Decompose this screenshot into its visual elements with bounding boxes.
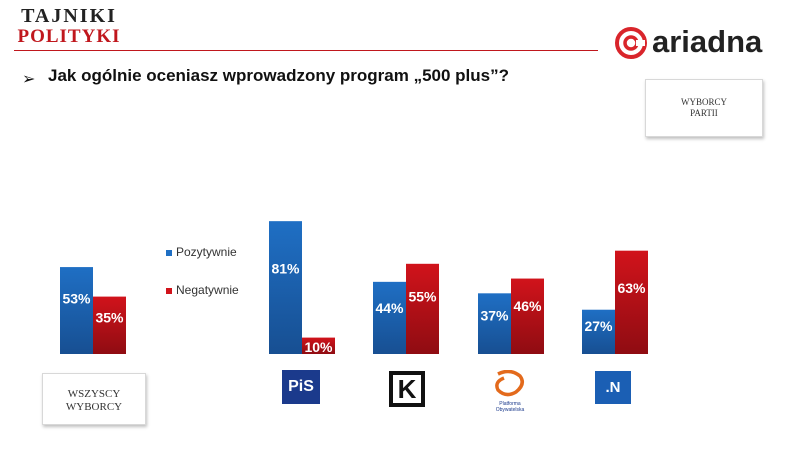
all-voters-line1: WSZYSCY: [67, 388, 121, 400]
party-voters-box: WYBORCY PARTII: [645, 79, 763, 137]
question-title: Jak ogólnie oceniasz wprowadzony program…: [48, 66, 509, 85]
value-label-negative-0: 35%: [95, 310, 124, 326]
party-voters-line1: WYBORCY: [680, 97, 727, 107]
po-logo-line1: Platforma: [499, 401, 521, 407]
value-label-negative-2: 55%: [408, 288, 437, 304]
ariadna-logo-text: ariadna: [652, 24, 763, 59]
value-label-negative-3: 46%: [513, 298, 542, 314]
ariadna-logo-icon: [615, 27, 647, 59]
bar-negative-2: [406, 263, 439, 354]
all-voters-line2: WYBORCY: [65, 401, 123, 413]
po-logo-icon: Platforma Obywatelska: [490, 369, 530, 413]
bar-negative-1: [302, 337, 335, 354]
legend-negative-label: Negatywnie: [176, 283, 239, 297]
bar-positive-3: [478, 293, 511, 354]
value-label-negative-1: 10%: [304, 339, 333, 355]
value-label-positive-2: 44%: [375, 300, 404, 316]
pis-logo-icon: PiS: [282, 370, 320, 404]
header-divider: [14, 50, 598, 51]
all-voters-box: WSZYSCY WYBORCY: [42, 373, 146, 425]
bar-positive-0: [60, 267, 93, 354]
po-logo-mark: [495, 369, 524, 397]
legend-negative-swatch: [166, 288, 172, 294]
bar-negative-0: [93, 296, 126, 354]
nowoczesna-logo-text: .N: [605, 379, 621, 396]
legend-positive-swatch: [166, 250, 172, 256]
bar-positive-2: [373, 281, 406, 354]
bar-positive-4: [582, 309, 615, 354]
bar-negative-3: [511, 278, 544, 354]
bar-negative-4: [615, 250, 648, 354]
party-voters-line2: PARTII: [690, 108, 718, 118]
value-label-positive-0: 53%: [62, 291, 91, 307]
brand-title-line2: POLITYKI: [17, 26, 121, 47]
kukiz-logo-icon: K: [389, 371, 425, 407]
kukiz-logo-text: K: [393, 375, 421, 403]
question-bullet: ➢: [22, 71, 36, 88]
pis-logo-text: PiS: [288, 378, 314, 395]
value-label-positive-1: 81%: [271, 261, 300, 277]
legend-positive-label: Pozytywnie: [176, 245, 237, 259]
value-label-positive-3: 37%: [480, 308, 509, 324]
po-logo-line2: Obywatelska: [495, 407, 525, 413]
value-label-positive-4: 27%: [584, 318, 613, 334]
bar-positive-1: [269, 221, 302, 354]
brand-title-line1: TAJNIKI: [21, 5, 117, 27]
nowoczesna-logo-icon: .N: [595, 371, 631, 404]
value-label-negative-4: 63%: [617, 280, 646, 296]
